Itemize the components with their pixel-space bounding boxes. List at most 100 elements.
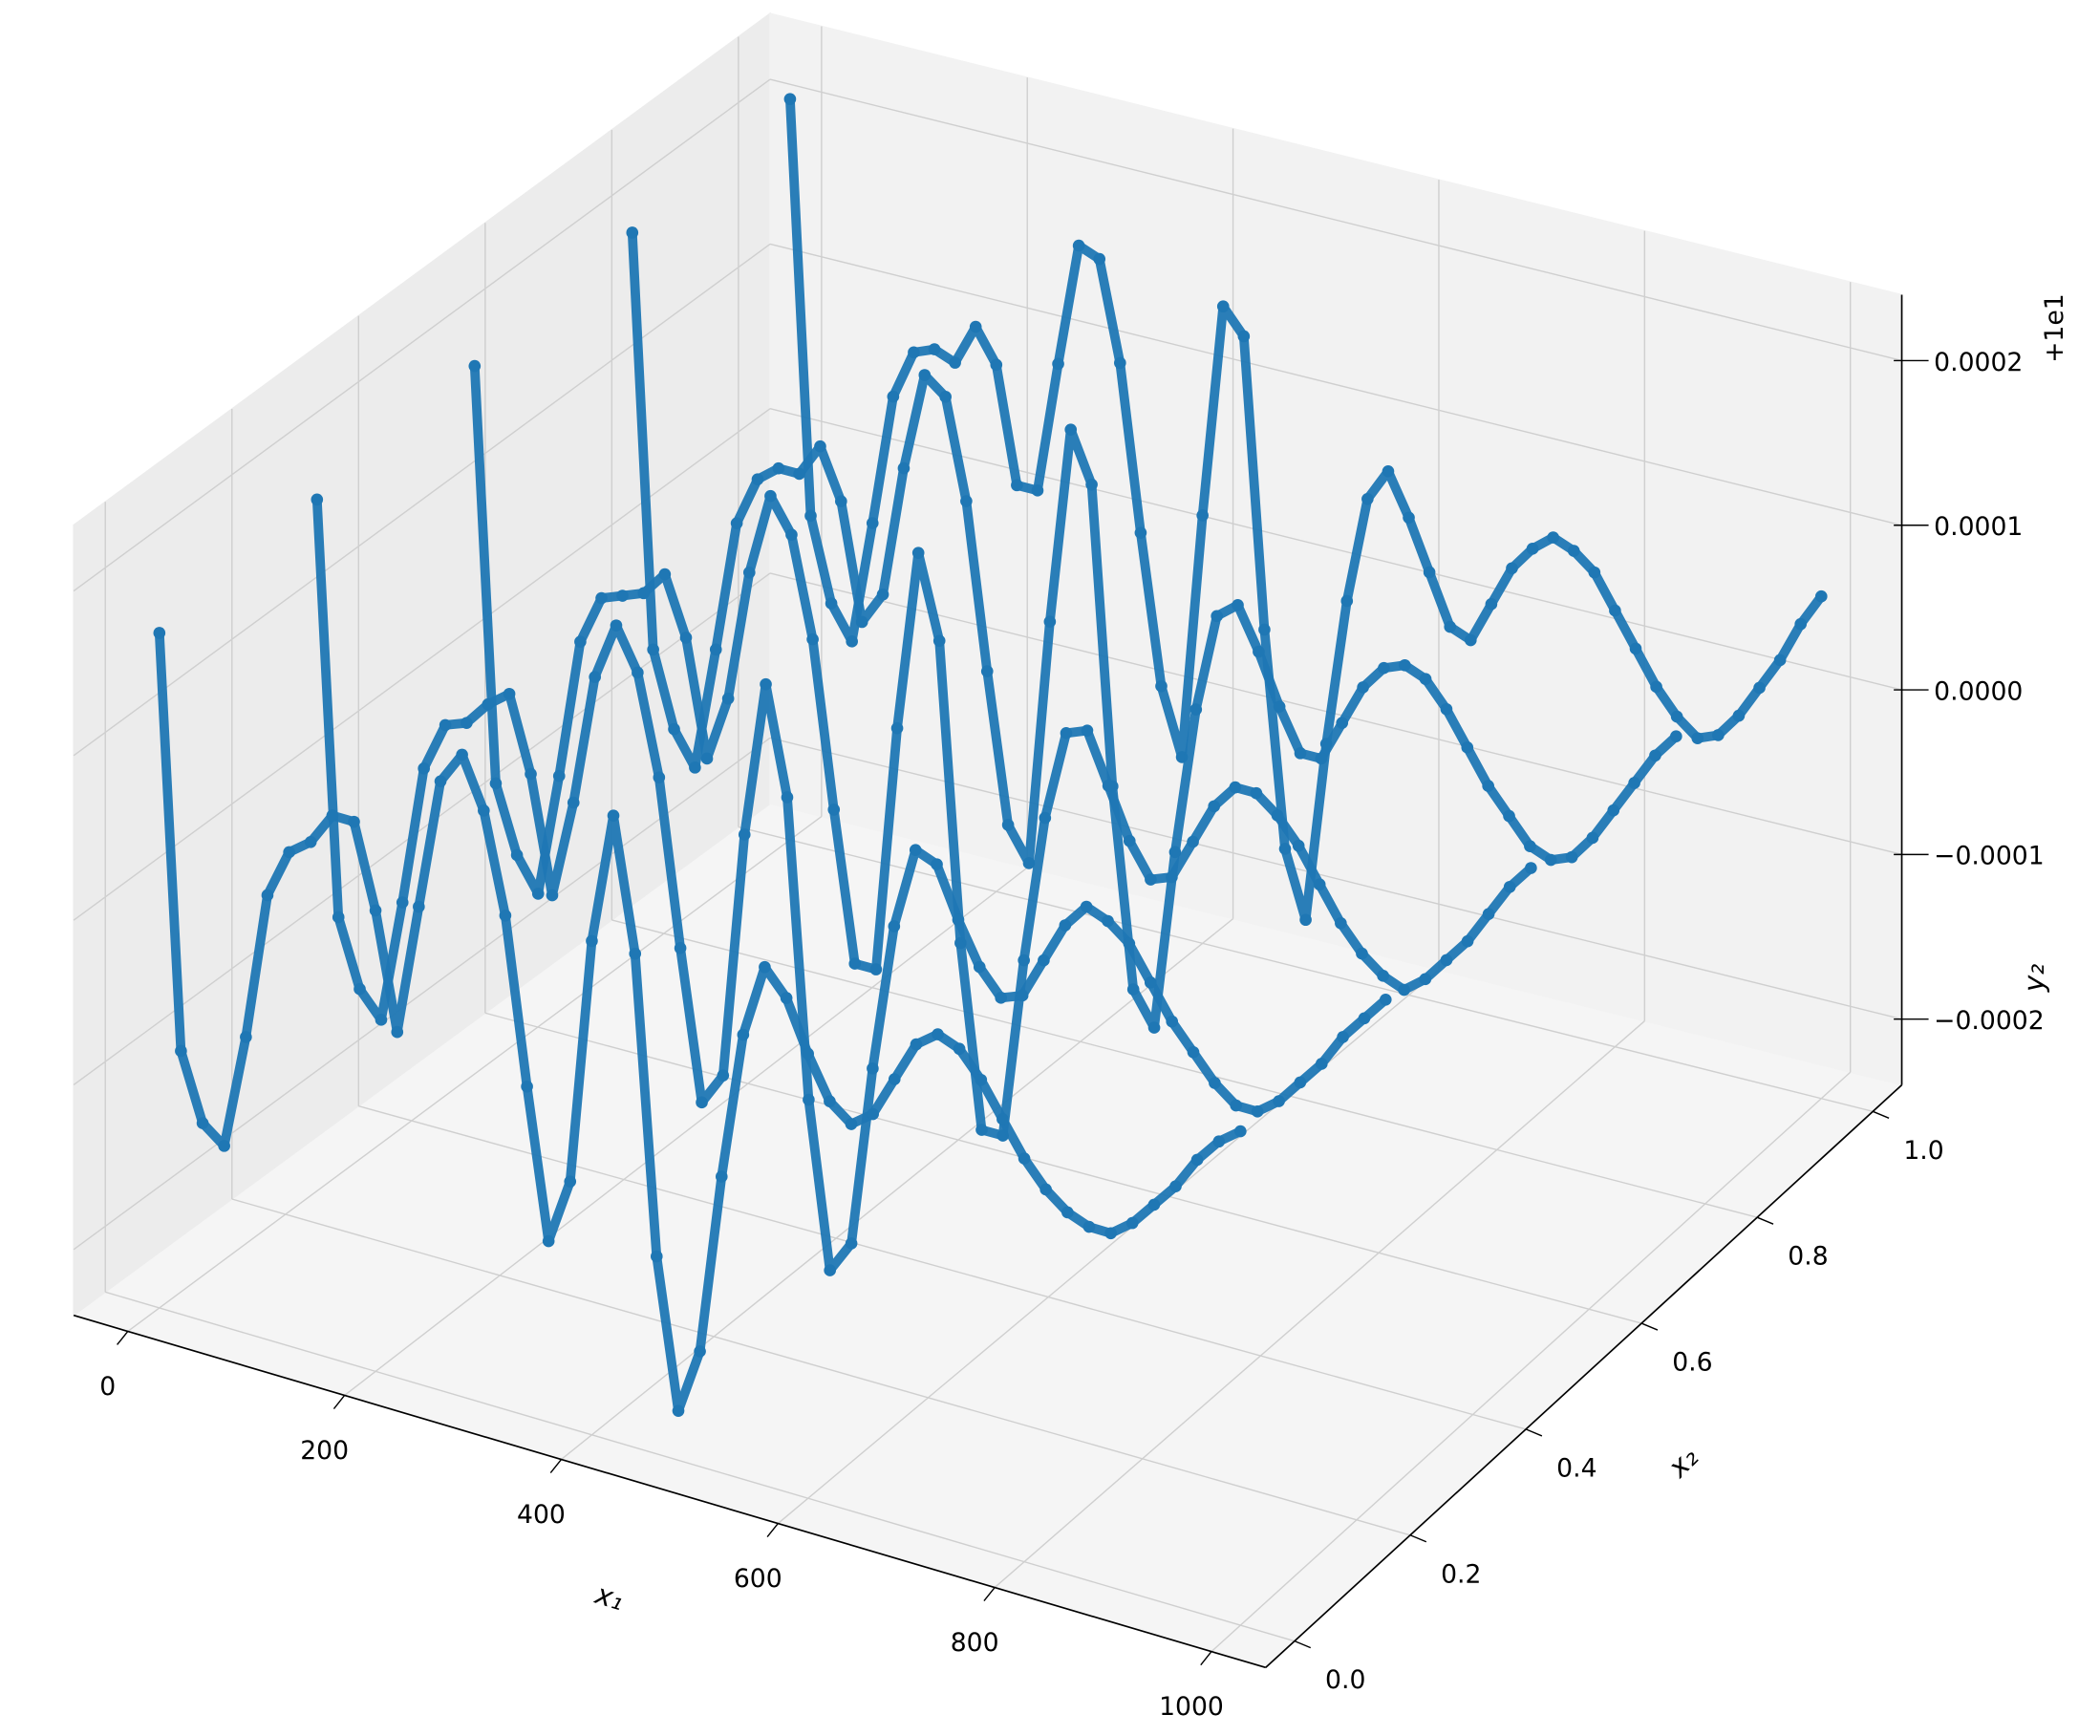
point <box>888 1073 901 1085</box>
point <box>1335 916 1347 930</box>
y-tick-label: 0.0 <box>1325 1665 1365 1695</box>
z-tick-label: 0.0001 <box>1934 512 2023 542</box>
point <box>525 767 537 781</box>
point <box>814 439 826 453</box>
point <box>468 359 482 373</box>
y-tick <box>1640 1322 1659 1331</box>
point <box>1251 1105 1264 1118</box>
point <box>510 848 524 862</box>
point <box>1315 752 1328 765</box>
point <box>1794 617 1808 631</box>
point <box>1061 1206 1074 1219</box>
point <box>607 809 620 822</box>
point <box>1059 919 1072 932</box>
point <box>1271 809 1284 822</box>
point <box>521 1080 533 1093</box>
point <box>1361 493 1374 505</box>
point <box>1081 724 1094 737</box>
y-tick-label: 0.6 <box>1672 1348 1712 1378</box>
point <box>888 920 901 932</box>
point <box>1234 1125 1247 1138</box>
grid-line <box>769 737 1902 1020</box>
point <box>1588 566 1601 579</box>
point <box>1357 681 1369 694</box>
point <box>456 748 468 761</box>
point <box>867 1107 879 1121</box>
point <box>1250 786 1263 800</box>
point <box>876 588 889 601</box>
point <box>1155 679 1168 693</box>
point <box>574 635 587 649</box>
x-tick <box>766 1523 779 1538</box>
point <box>552 769 566 782</box>
grid-line <box>73 243 771 757</box>
point <box>1212 1135 1226 1148</box>
point <box>1399 658 1411 672</box>
point <box>1629 642 1642 655</box>
point <box>647 643 659 656</box>
point <box>1190 1153 1204 1167</box>
z-tick-label: −0.0001 <box>1934 842 2044 871</box>
point <box>1313 878 1326 891</box>
point <box>715 1170 728 1183</box>
y-axis-label: x₂ <box>1661 1441 1705 1485</box>
point <box>489 777 503 790</box>
point <box>1423 566 1436 579</box>
point <box>567 796 580 809</box>
point <box>461 717 473 729</box>
point <box>689 761 701 774</box>
point <box>949 356 961 369</box>
point <box>1022 857 1036 869</box>
point <box>1525 862 1537 874</box>
point <box>1356 947 1368 960</box>
point <box>783 93 797 106</box>
point <box>802 1047 815 1061</box>
point <box>1232 599 1244 611</box>
point <box>1064 423 1078 437</box>
z-tick-label: −0.0002 <box>1934 1006 2044 1036</box>
point <box>1649 749 1661 762</box>
x-tick-label: 1000 <box>1159 1692 1224 1722</box>
point <box>153 627 166 639</box>
point <box>1166 1015 1179 1028</box>
point <box>1773 654 1787 667</box>
point <box>413 900 425 913</box>
point <box>546 889 559 902</box>
point <box>1482 908 1495 921</box>
point <box>564 1175 577 1188</box>
point <box>1039 811 1052 825</box>
x-tick-label: 600 <box>734 1564 782 1594</box>
point <box>960 495 973 507</box>
point <box>1080 900 1093 913</box>
grid-line <box>344 867 1028 1397</box>
point <box>1315 1058 1328 1070</box>
point <box>1544 853 1557 867</box>
point <box>781 791 794 804</box>
point <box>637 587 651 600</box>
point <box>759 960 771 974</box>
point <box>975 1073 988 1086</box>
point <box>700 752 714 765</box>
point <box>869 963 883 975</box>
point <box>760 677 772 691</box>
point <box>909 844 922 857</box>
point <box>261 889 274 902</box>
point <box>218 1140 230 1152</box>
y-tick <box>1409 1534 1427 1543</box>
point <box>658 568 672 581</box>
point <box>785 528 798 542</box>
point <box>721 692 735 705</box>
point <box>595 591 608 605</box>
x-tick-label: 800 <box>951 1628 999 1658</box>
point <box>990 358 1003 372</box>
grid-line <box>1211 1071 1852 1653</box>
grid-line <box>127 816 823 1333</box>
point <box>1586 831 1599 845</box>
point <box>848 957 862 970</box>
point <box>1125 1216 1139 1230</box>
point <box>911 547 925 559</box>
point <box>1211 610 1223 623</box>
point <box>1503 809 1515 823</box>
point <box>679 632 693 644</box>
